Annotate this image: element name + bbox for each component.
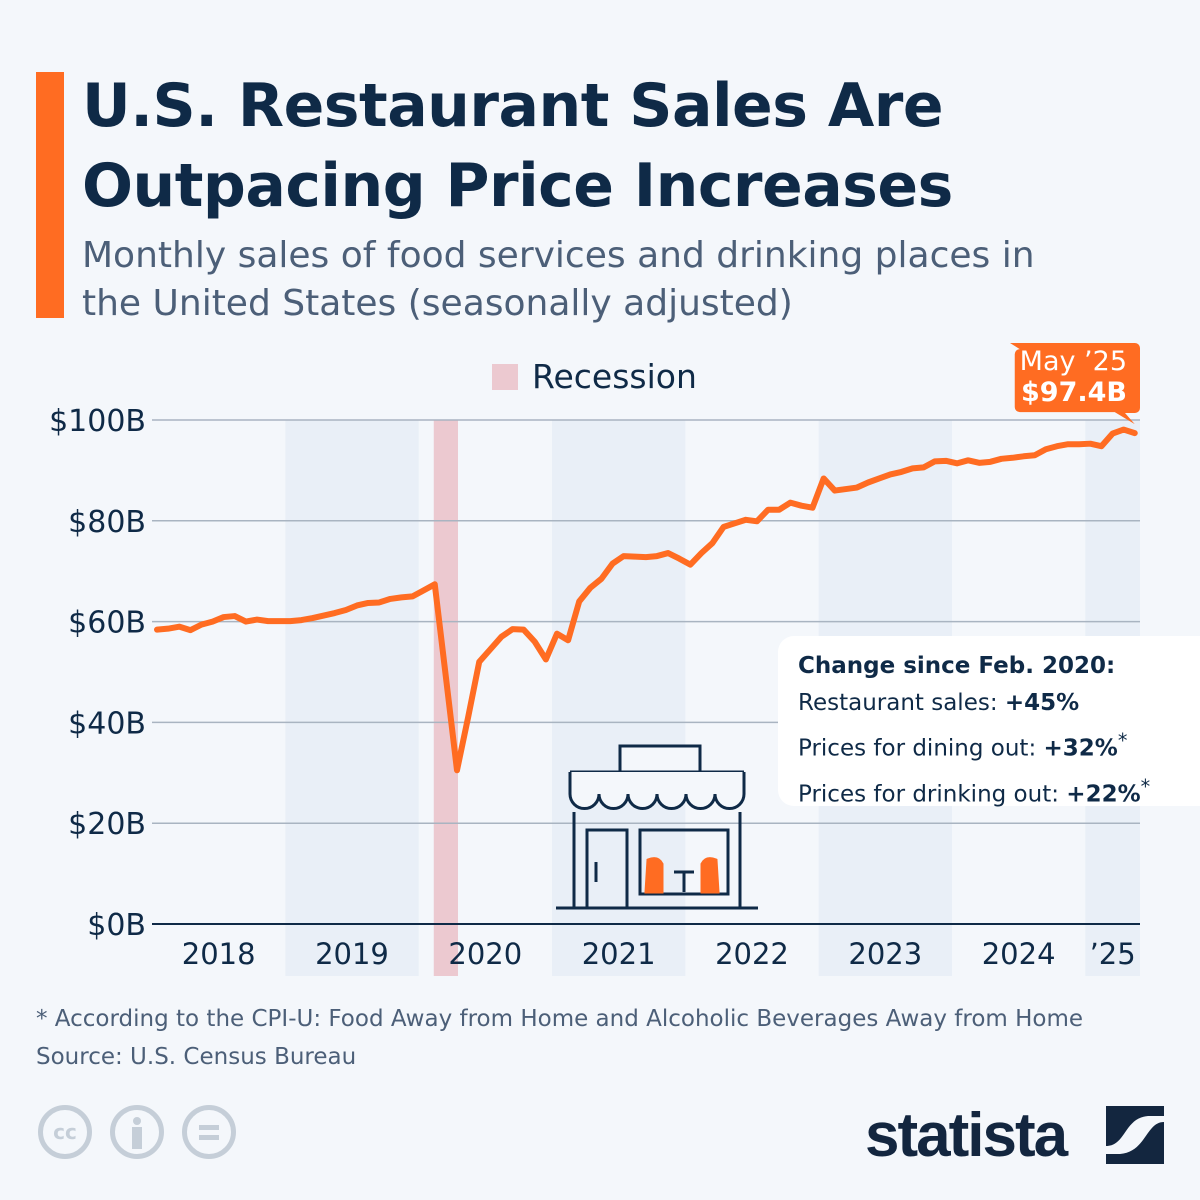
- x-tick-label: 2020: [448, 937, 522, 971]
- x-tick-label: ’25: [1090, 937, 1136, 971]
- x-tick-label: 2021: [582, 937, 656, 971]
- y-tick-label: $100B: [49, 404, 146, 439]
- restaurant-store-icon: [556, 744, 758, 910]
- annotation-value: $97.4B: [1021, 377, 1127, 408]
- source: Source: U.S. Census Bureau: [36, 1044, 357, 1070]
- legend-recession-label: Recession: [532, 357, 697, 396]
- no-derivatives-icon[interactable]: [182, 1105, 236, 1159]
- page-subtitle: Monthly sales of food services and drink…: [82, 235, 1035, 324]
- year-band: [285, 420, 419, 976]
- title-accent-bar: [36, 72, 64, 318]
- x-tick-label: 2019: [315, 937, 389, 971]
- x-tick-label: 2018: [182, 937, 256, 971]
- y-tick-label: $40B: [68, 706, 146, 741]
- y-tick-label: $20B: [68, 807, 146, 842]
- annotation-date: May ’25: [1020, 346, 1127, 377]
- x-tick-label: 2022: [715, 937, 789, 971]
- statista-logo-mark-icon: [1106, 1106, 1164, 1164]
- line-chart: 2018 2019 2020 2021 2022 2023 2024 ’25 $0B $20B $4…: [49, 343, 1140, 976]
- cc-icon[interactable]: cc: [38, 1105, 92, 1159]
- footnote: * According to the CPI-U: Food Away from…: [36, 1000, 1083, 1076]
- statista-logo[interactable]: statista: [865, 1101, 1068, 1170]
- annotation-box: [1010, 343, 1140, 425]
- y-tick-label: $60B: [68, 606, 146, 641]
- page-title: U.S. Restaurant Sales Are Outpacing Pric…: [82, 71, 953, 221]
- callout-row-drinking: Prices for drinking out: +22%*: [798, 774, 1151, 808]
- y-tick-label: $0B: [87, 908, 146, 943]
- cpi-note: * According to the CPI-U: Food Away from…: [36, 1006, 1084, 1032]
- callout-row-sales: Restaurant sales: +45%: [798, 690, 1080, 716]
- x-tick-label: 2023: [848, 937, 922, 971]
- y-tick-label: $80B: [68, 505, 146, 540]
- change-callout: Change since Feb. 2020: Restaurant sales…: [778, 636, 1200, 807]
- x-tick-label: 2024: [982, 937, 1056, 971]
- callout-heading: Change since Feb. 2020:: [798, 653, 1116, 679]
- attribution-icon[interactable]: [110, 1105, 164, 1159]
- legend-recession-swatch: [492, 364, 518, 390]
- callout-row-dining: Prices for dining out: +32%*: [798, 729, 1128, 762]
